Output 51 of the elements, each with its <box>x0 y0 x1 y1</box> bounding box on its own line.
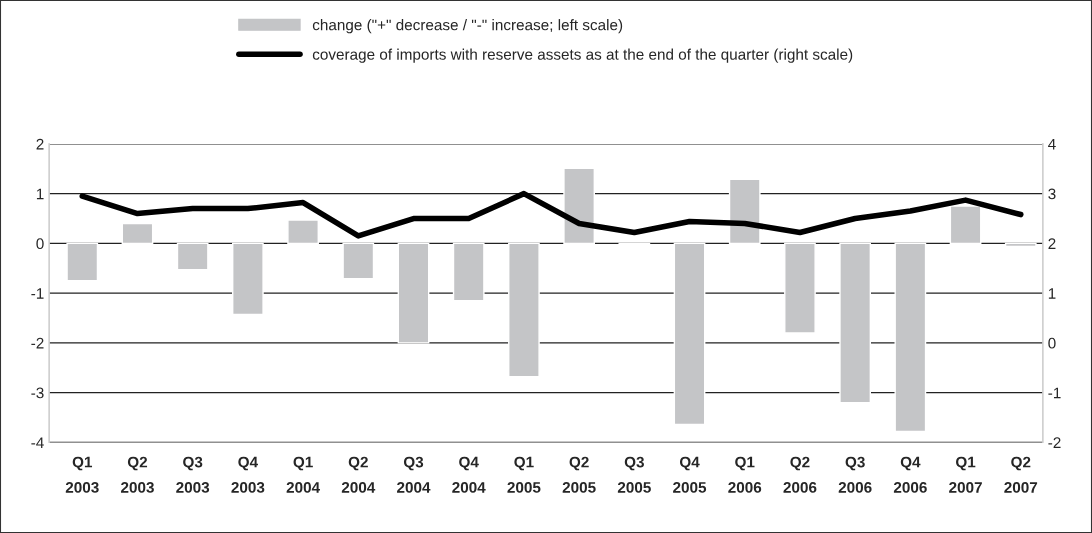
bar <box>452 242 485 302</box>
y2-tick-label: 4 <box>1048 138 1056 150</box>
y-tick-label: -3 <box>31 387 44 399</box>
y-tick-label: -4 <box>31 437 44 448</box>
x-tick-label: Q1 2007 <box>949 456 982 493</box>
bar <box>563 167 596 245</box>
x-tick-label: Q2 2006 <box>783 456 817 493</box>
x-tick-label: Q2 2004 <box>341 456 376 493</box>
x-tick-label: Q1 2006 <box>728 456 762 493</box>
x-tick-label: Q1 2004 <box>286 456 320 493</box>
x-tick-label: Q2 2005 <box>562 456 596 493</box>
bar <box>176 242 209 271</box>
bar <box>839 242 872 404</box>
y-tick-label: 1 <box>36 188 44 200</box>
bar <box>232 242 264 316</box>
y2-tick-label: 0 <box>1048 337 1056 349</box>
bar <box>728 178 761 245</box>
bar <box>508 242 540 378</box>
y2-tick-label: 3 <box>1048 188 1056 200</box>
bar <box>397 242 430 344</box>
x-tick-label: Q2 2007 <box>1004 456 1038 493</box>
x-tick-label: Q4 2006 <box>893 456 927 493</box>
bar <box>66 242 99 282</box>
bar <box>673 242 706 426</box>
y2-tick-label: 2 <box>1048 238 1056 249</box>
x-tick-label: Q4 2005 <box>673 456 707 493</box>
bar <box>287 219 319 245</box>
x-tick-label: Q3 2004 <box>397 456 431 493</box>
y-tick-label: -1 <box>31 288 44 299</box>
x-tick-label: Q1 2005 <box>507 456 541 493</box>
x-tick-label: Q4 2003 <box>231 456 265 493</box>
bar <box>1004 242 1037 248</box>
y2-tick-label: -2 <box>1048 437 1061 448</box>
x-tick-label: Q3 2006 <box>838 456 872 493</box>
x-tick-label: Q3 2005 <box>617 456 651 493</box>
y-tick-label: 0 <box>36 238 44 250</box>
y2-tick-label: -1 <box>1048 387 1061 399</box>
bar <box>894 242 927 433</box>
bar <box>949 205 982 245</box>
y2-tick-label: 1 <box>1048 288 1056 299</box>
legend-label: change ("+" decrease / "-" increase; left scale) <box>312 19 623 34</box>
x-tick-label: Q4 2004 <box>452 456 486 493</box>
x-tick-label: Q2 2003 <box>121 456 154 493</box>
legend-label: coverage of imports with reserve assets as at the end of the quarter (right scale) <box>312 48 853 63</box>
bar <box>784 242 816 334</box>
y-tick-label: -2 <box>31 337 44 349</box>
x-tick-label: Q3 2003 <box>176 456 210 493</box>
bar <box>342 242 375 280</box>
x-tick-label: Q1 2003 <box>65 456 99 493</box>
y-tick-label: 2 <box>36 138 44 150</box>
bar <box>121 222 154 245</box>
